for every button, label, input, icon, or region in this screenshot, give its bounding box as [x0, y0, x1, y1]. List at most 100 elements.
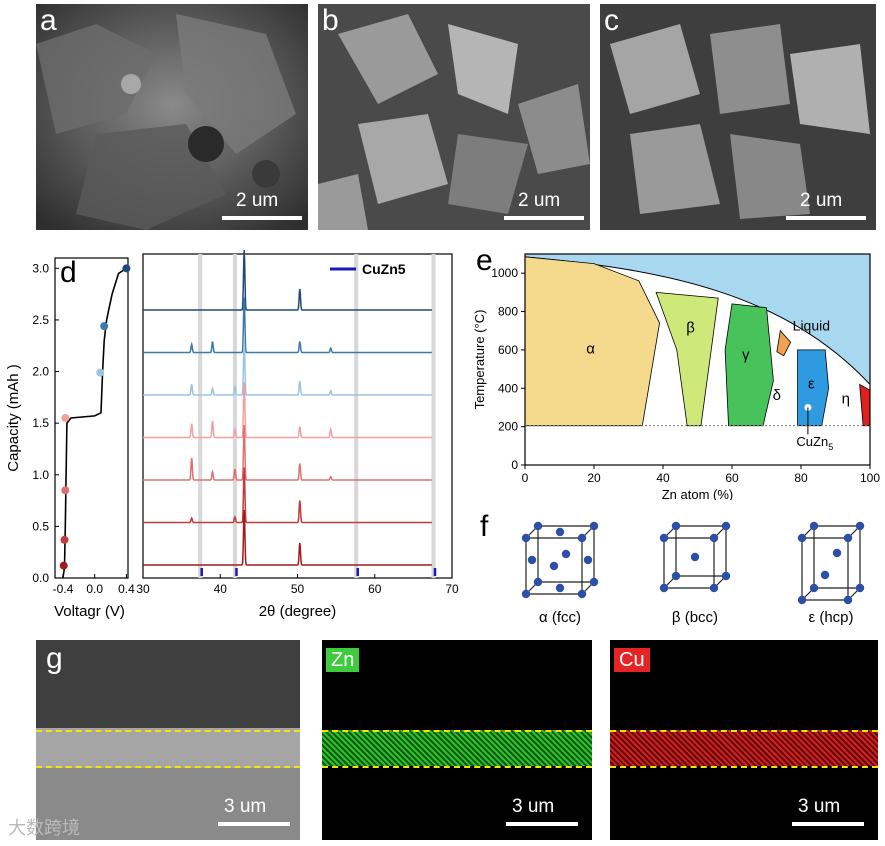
atom [521, 589, 531, 599]
y-tick-label: 600 [498, 343, 518, 357]
xrd-pattern [143, 424, 432, 481]
cross-section-top [36, 640, 300, 728]
scale-bar-a [222, 216, 302, 220]
x-tick-label: 0.4 [118, 582, 135, 596]
crystal-label: ε (hcp) [808, 609, 853, 626]
atom [561, 549, 571, 559]
atom [832, 548, 842, 558]
atom [690, 552, 700, 562]
atom [533, 521, 543, 531]
panel-letter-a: a [40, 4, 57, 37]
x-tick-label: -0.4 [53, 582, 74, 596]
crystal-label: β (bcc) [672, 609, 718, 626]
zn-eds-map: Zn 3 um [322, 640, 592, 840]
atom [589, 577, 599, 587]
x-tick-label: 80 [794, 471, 808, 485]
gamma-region [724, 303, 774, 427]
atom [521, 533, 531, 543]
panel-letter-c: c [604, 4, 619, 37]
panel-letter-d: d [60, 256, 77, 289]
atom [709, 533, 719, 543]
y-tick-label: 1.5 [32, 416, 49, 430]
xrd-pattern [143, 339, 432, 396]
eta-label: η [842, 391, 850, 408]
y-tick-label: 0.0 [32, 571, 49, 585]
scale-bar-g [218, 822, 290, 826]
x-axis-label: Zn atom (%) [662, 487, 734, 500]
x-tick-label: 30 [136, 582, 150, 596]
y-tick-label: 800 [498, 305, 518, 319]
atom [797, 595, 807, 605]
xrd-pattern [143, 297, 432, 354]
y-tick-label: 0 [511, 458, 518, 472]
atom [809, 521, 819, 531]
scale-bar-b [504, 216, 584, 220]
sem-texture-b [318, 4, 590, 230]
y-tick-label: 3.0 [32, 261, 49, 275]
x-tick-label: 60 [368, 582, 382, 596]
cu-label: Cu [614, 648, 650, 672]
panel-letter-b: b [322, 4, 339, 37]
cu-eds-map: Cu 3 um [610, 640, 878, 840]
zn-signal-band [322, 730, 592, 766]
gamma-label: γ [742, 347, 750, 364]
cuzn5-annotation: CuZn5 [796, 434, 833, 452]
state-point [60, 535, 69, 544]
atom [659, 533, 669, 543]
state-point [61, 486, 70, 495]
delta-region [776, 329, 792, 357]
xrd-plot-frame [142, 253, 453, 579]
zn-bottom-dashline [322, 766, 592, 768]
cu-bottom-dashline [610, 766, 878, 768]
sem-image-b: b 2 um [318, 4, 590, 230]
legend-label: CuZn5 [362, 261, 406, 277]
xrd-pattern [143, 249, 432, 311]
scale-label-b: 2 um [518, 190, 561, 211]
epsilon-label: ε [808, 375, 815, 392]
state-point [96, 368, 105, 377]
x-tick-label: 70 [445, 582, 459, 596]
scale-bar-c [786, 216, 866, 220]
atom [577, 589, 587, 599]
atom [843, 533, 853, 543]
phase-plot-frame [524, 253, 871, 466]
scale-label-c: 2 um [800, 190, 843, 211]
x-tick-label: 40 [214, 582, 228, 596]
y-tick-label: 400 [498, 381, 518, 395]
zn-top-dashline [322, 730, 592, 732]
scale-label-a: 2 um [236, 190, 279, 211]
cross-section-image: g 3 um [36, 640, 300, 840]
reference-band [431, 254, 436, 578]
panel-letter-g: g [46, 642, 63, 675]
sem-texture-a [36, 4, 308, 230]
atom [809, 583, 819, 593]
atom [855, 583, 865, 593]
panel-d-charts: d 0.0 0.5 1.0 1.5 2.0 2.5 3.0 -0.4 0.0 0.4 Voltagr… [5, 249, 459, 620]
xrd-pattern [143, 382, 432, 439]
capacity-voltage-plot: 0.0 0.5 1.0 1.5 2.0 2.5 3.0 -0.4 0.0 0.4 Voltagr (… [5, 257, 135, 620]
scale-label-cu: 3 um [798, 796, 841, 817]
xrd-plot: 30 40 50 60 70 2θ (degree) CuZn5 [136, 249, 459, 620]
cuzn5-subscript: 5 [828, 442, 833, 452]
beta-label: β [686, 320, 695, 337]
cu-top-dashline [610, 730, 878, 732]
zn-label: Zn [326, 648, 360, 672]
y-tick-label: 0.5 [32, 519, 49, 533]
cross-section-film [36, 728, 300, 768]
alpha-label: α [586, 341, 595, 358]
x-axis-label: 2θ (degree) [259, 603, 337, 620]
cuzn5-marker [804, 403, 812, 411]
cross-section-substrate [36, 768, 300, 840]
layer-top-dashline [36, 730, 300, 732]
capacity-plot-frame [54, 257, 129, 579]
atom [671, 571, 681, 581]
atom [533, 577, 543, 587]
y-tick-label: 200 [498, 420, 518, 434]
state-point [61, 414, 70, 422]
crystal-structures: f α (fcc) β (bcc) ε (hcp) [480, 510, 865, 626]
atom [589, 521, 599, 531]
xrd-pattern [143, 509, 432, 566]
atom [549, 561, 559, 571]
x-axis-label: Voltagr (V) [54, 603, 125, 620]
x-tick-label: 40 [656, 471, 670, 485]
